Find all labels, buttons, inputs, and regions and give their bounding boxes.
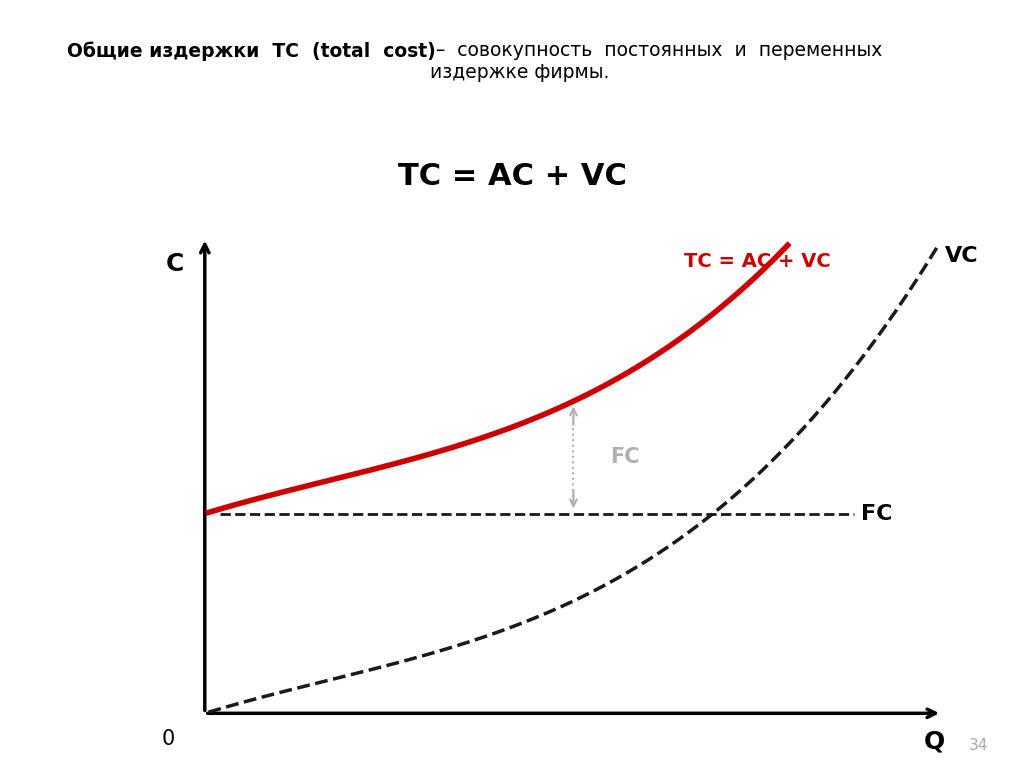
Text: 0: 0 — [162, 729, 174, 749]
Text: TC = AC + VC: TC = AC + VC — [397, 162, 627, 190]
Text: TC = AC + VC: TC = AC + VC — [684, 252, 831, 271]
Text: Q: Q — [924, 730, 945, 754]
Text: FC: FC — [861, 504, 893, 524]
Text: –  совокупность  постоянных  и  переменных
издержке фирмы.: – совокупность постоянных и переменных и… — [430, 41, 883, 82]
Text: C: C — [166, 252, 184, 276]
Text: FC: FC — [610, 447, 640, 467]
Text: Общие издержки  ТС  (total  cost): Общие издержки ТС (total cost) — [67, 41, 435, 61]
Text: VC: VC — [945, 245, 979, 265]
Text: 34: 34 — [969, 738, 988, 753]
